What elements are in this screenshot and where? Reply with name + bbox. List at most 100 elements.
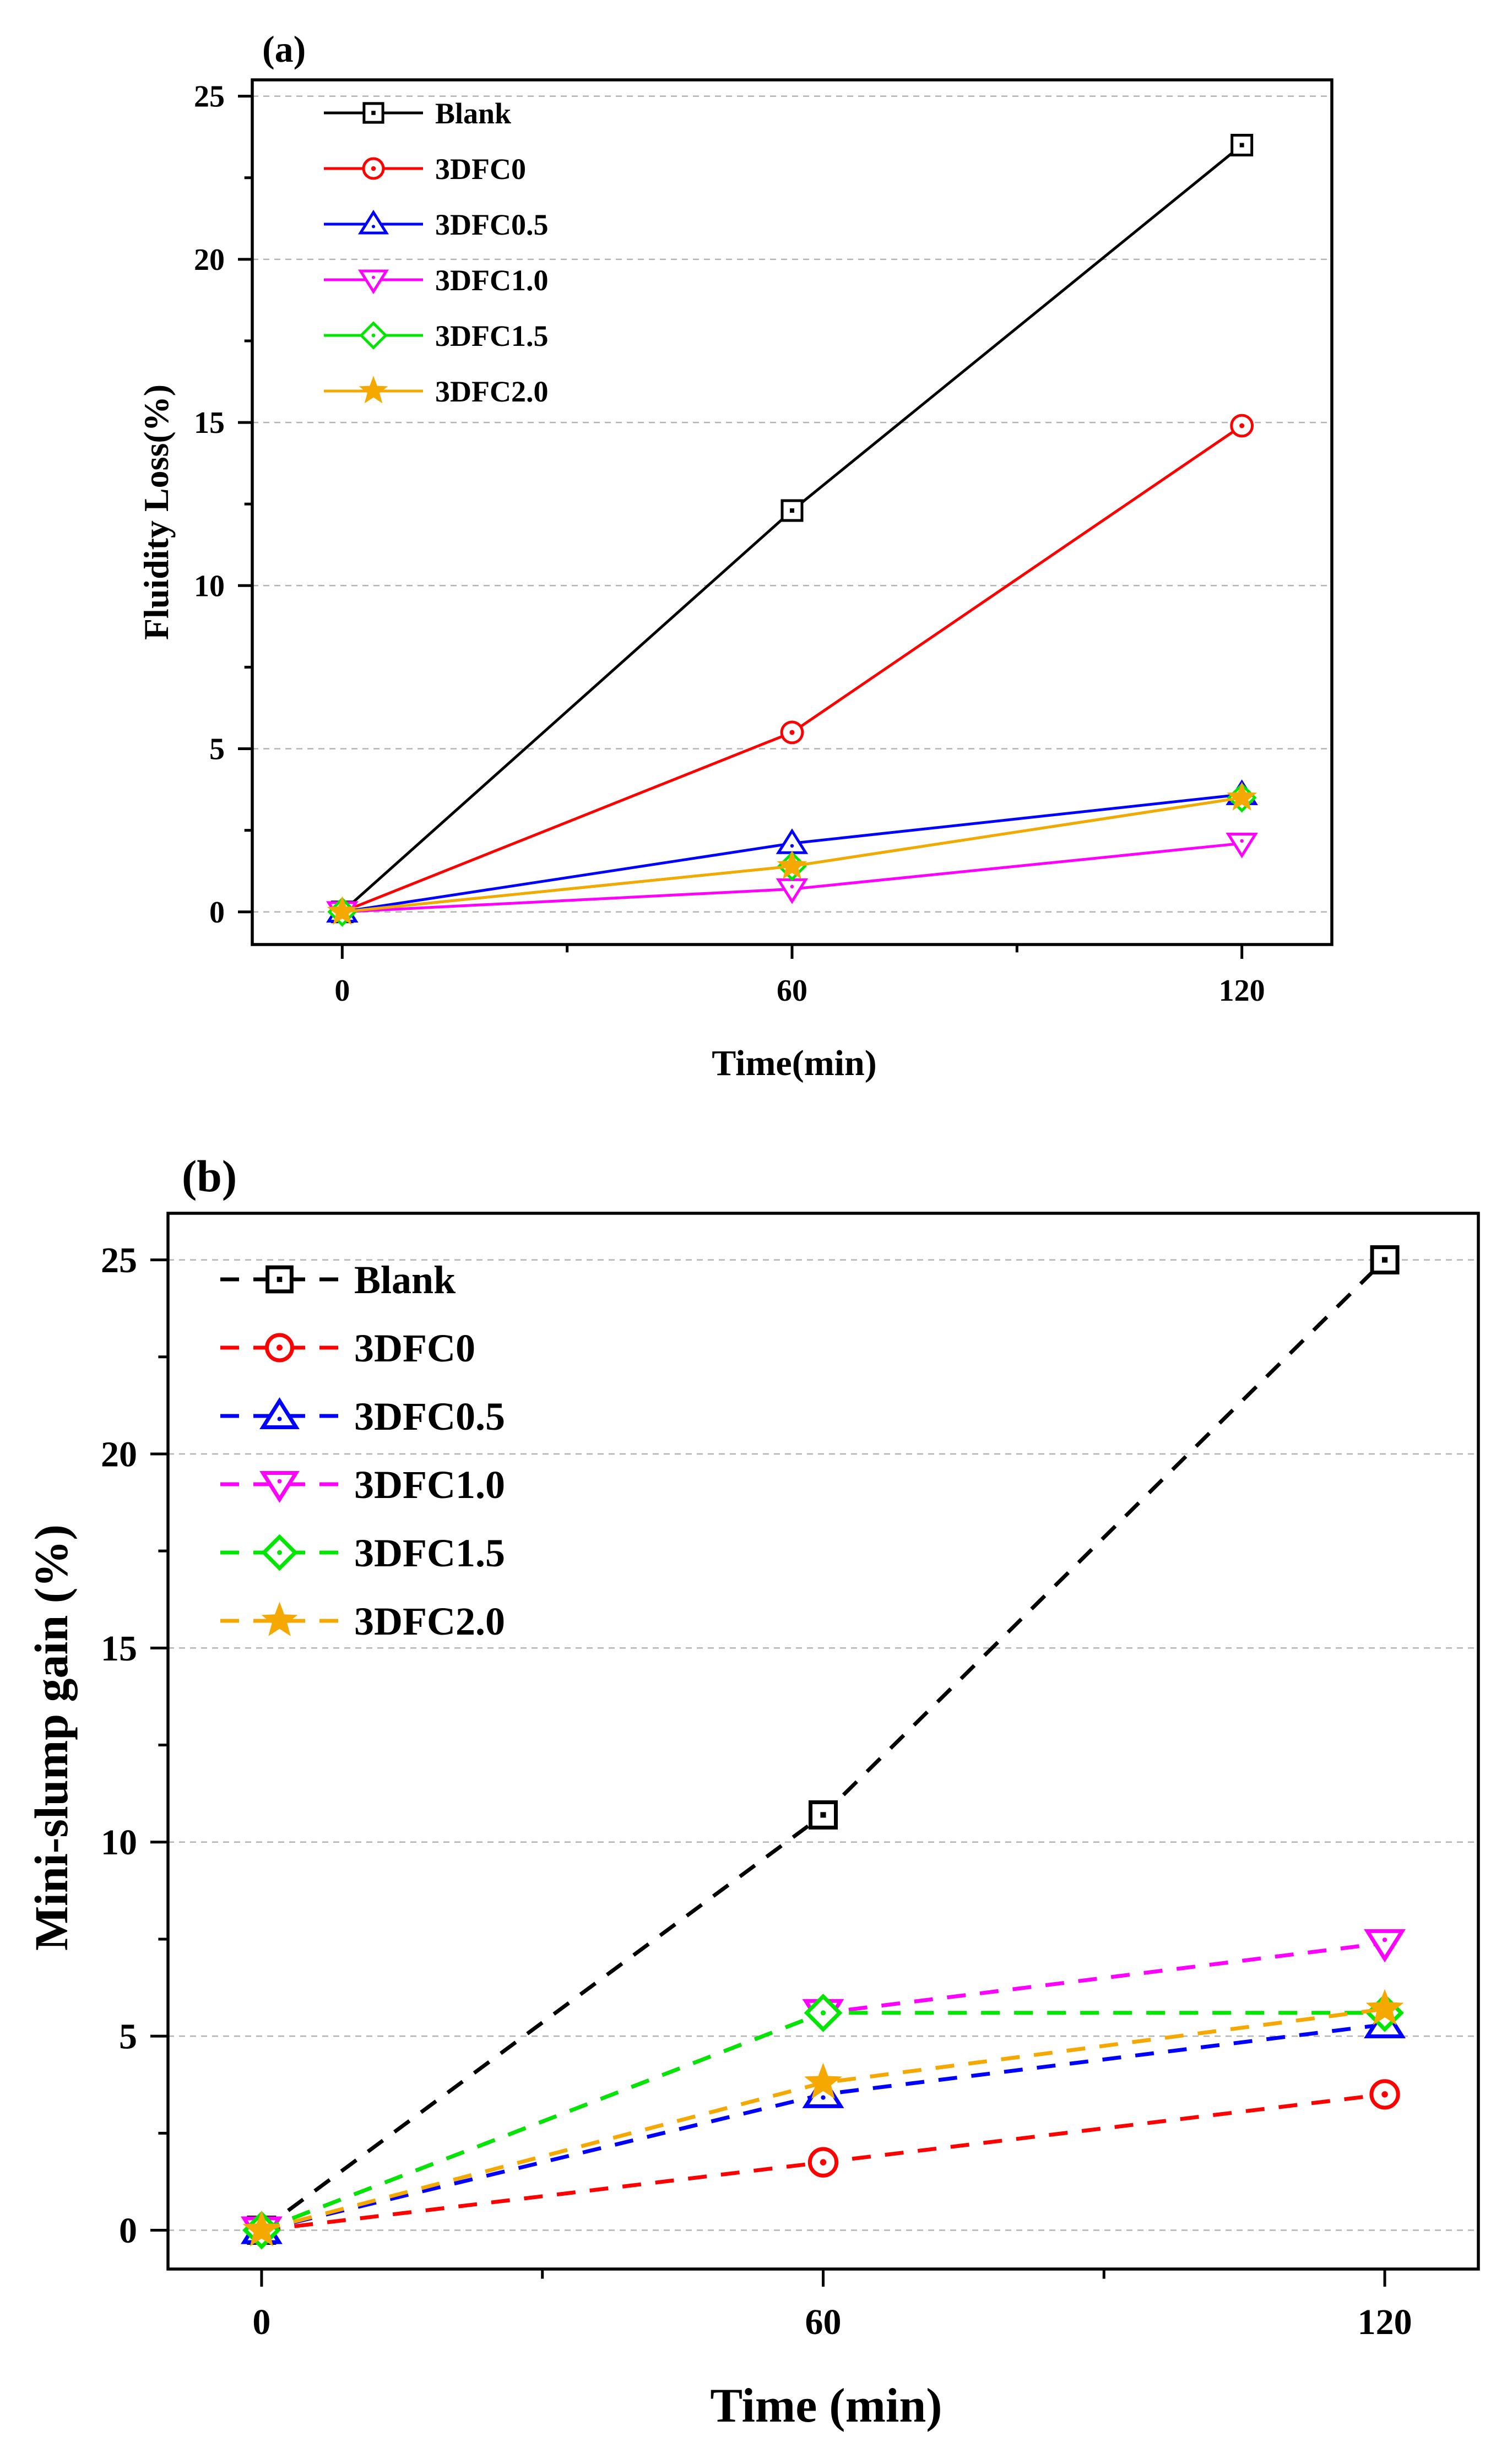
legend-label: 3DFC1.5: [435, 319, 548, 352]
legend-item: 3DFC2.0: [220, 1599, 505, 1643]
series-layer-b: [240, 1245, 1406, 2250]
data-point: [1230, 133, 1254, 156]
legend-label: Blank: [435, 97, 511, 130]
y-tick-label: 0: [209, 895, 225, 930]
legend-marker: [265, 1265, 294, 1294]
data-point: [1230, 414, 1254, 438]
x-axis-title-a: Time(min): [712, 1043, 876, 1083]
legend-marker: [259, 1471, 300, 1503]
y-tick-label: 15: [101, 1629, 137, 1669]
legend-item: 3DFC1.5: [220, 1531, 505, 1575]
legend-item: 3DFC2.0: [324, 375, 548, 408]
legend-label: 3DFC2.0: [435, 375, 548, 408]
legend-item: 3DFC1.5: [324, 319, 548, 352]
legend-marker: [265, 1333, 294, 1363]
legend-b: Blank 3DFC0 3DFC0.5 3DFC1.0 3DFC1.5 3DFC2.0: [220, 1258, 505, 1643]
y-tick-label: 25: [101, 1240, 137, 1280]
chart-panel-b: (b) 0 5 10 15 20 25 0 60 120 Time (min) Mini-sl…: [25, 1151, 1480, 2433]
y-tick-labels-a: 0 5 10 15 20 25: [194, 80, 225, 930]
ticks-b: [150, 1258, 1386, 2287]
legend-item: 3DFC0.5: [324, 208, 548, 241]
series-line: [261, 2022, 1385, 2232]
series-Blank: [330, 133, 1254, 924]
series-3DFC2.0: [242, 1989, 1404, 2246]
data-point: [780, 720, 804, 745]
y-tick-label: 20: [101, 1434, 137, 1474]
legend-marker: [261, 1602, 298, 1636]
legend-a: Blank 3DFC0 3DFC0.5 3DFC1.0 3DFC1.5 3DFC2.0: [324, 97, 548, 408]
y-axis-title-b: Mini-slump gain (%): [25, 1524, 78, 1951]
legend-label: 3DFC0.5: [354, 1394, 505, 1439]
data-point: [242, 2210, 281, 2246]
data-point: [809, 1800, 838, 1830]
y-tick-label: 20: [194, 243, 225, 277]
y-tick-label: 10: [194, 569, 225, 603]
x-tick-label: 120: [1219, 974, 1265, 1008]
series-3DFC1.5: [242, 1993, 1404, 2250]
data-point: [1365, 1989, 1404, 2026]
series-3DFC0.5: [240, 2005, 1406, 2244]
x-tick-label: 60: [777, 974, 807, 1008]
data-point: [1226, 832, 1258, 859]
x-tick-label: 0: [334, 974, 350, 1008]
legend-item: Blank: [324, 97, 511, 130]
legend-label: 3DFC1.5: [354, 1531, 505, 1575]
x-tick-labels-a: 0 60 120: [334, 974, 1265, 1008]
series-line: [341, 144, 1243, 913]
data-point: [780, 499, 804, 522]
series-line: [261, 2007, 1385, 2232]
legend-label: 3DFC0.5: [435, 208, 548, 241]
data-point: [327, 895, 357, 925]
legend-marker: [259, 1397, 300, 1429]
x-tick-label: 0: [252, 2302, 270, 2342]
legend-marker: [359, 376, 388, 404]
legend-marker: [362, 102, 384, 124]
legend-marker: [357, 209, 389, 235]
y-tick-label: 5: [209, 732, 225, 767]
data-point: [1364, 1929, 1406, 1963]
y-tick-label: 15: [194, 406, 225, 440]
y-tick-label: 5: [119, 2017, 137, 2057]
legend-marker: [357, 269, 389, 295]
legend-label: 3DFC0: [354, 1326, 475, 1370]
y-tick-label: 10: [101, 1822, 137, 1863]
legend-label: Blank: [354, 1258, 456, 1302]
legend-item: 3DFC0: [324, 153, 526, 186]
legend-marker: [359, 321, 388, 350]
gridlines-a: [252, 95, 1332, 913]
data-point: [1227, 781, 1257, 811]
data-point: [1369, 2079, 1400, 2110]
y-axis-title-a: Fluidity Loss(%): [137, 384, 176, 640]
legend-item: 3DFC0: [220, 1326, 475, 1370]
x-tick-labels-b: 0 60 120: [252, 2302, 1412, 2342]
x-tick-label: 60: [805, 2302, 842, 2342]
ticks-a: [238, 95, 1244, 959]
series-3DFC2.0: [327, 781, 1257, 925]
x-tick-label: 120: [1358, 2302, 1412, 2342]
panel-label-b: (b): [182, 1151, 237, 1201]
legend-marker: [261, 1534, 298, 1571]
plot-frame-b: [166, 1212, 1480, 2271]
series-layer-a: [326, 133, 1258, 927]
data-point: [807, 2147, 839, 2178]
data-point: [1370, 1245, 1400, 1275]
chart-panel-a: (a) 0 5 10 15 20 25 0 60 120 Time(min) Fluidity…: [137, 28, 1333, 1083]
y-tick-labels-b: 0 5 10 15 20 25: [101, 1240, 137, 2251]
legend-item: 3DFC1.0: [324, 264, 548, 297]
legend-item: 3DFC1.0: [220, 1463, 505, 1507]
legend-item: Blank: [220, 1258, 456, 1302]
data-point: [804, 1993, 843, 2032]
y-tick-label: 25: [194, 80, 225, 114]
gridlines-b: [168, 1259, 1478, 2231]
legend-label: 3DFC1.0: [435, 264, 548, 297]
legend-item: 3DFC0.5: [220, 1394, 505, 1439]
data-point: [777, 850, 807, 880]
legend-label: 3DFC1.0: [354, 1463, 505, 1507]
x-axis-title-b: Time (min): [710, 2379, 942, 2433]
legend-marker: [362, 157, 385, 180]
legend-label: 3DFC0: [435, 153, 526, 186]
data-point: [804, 2063, 842, 2099]
y-tick-label: 0: [119, 2211, 137, 2251]
panel-label-a: (a): [262, 28, 306, 70]
